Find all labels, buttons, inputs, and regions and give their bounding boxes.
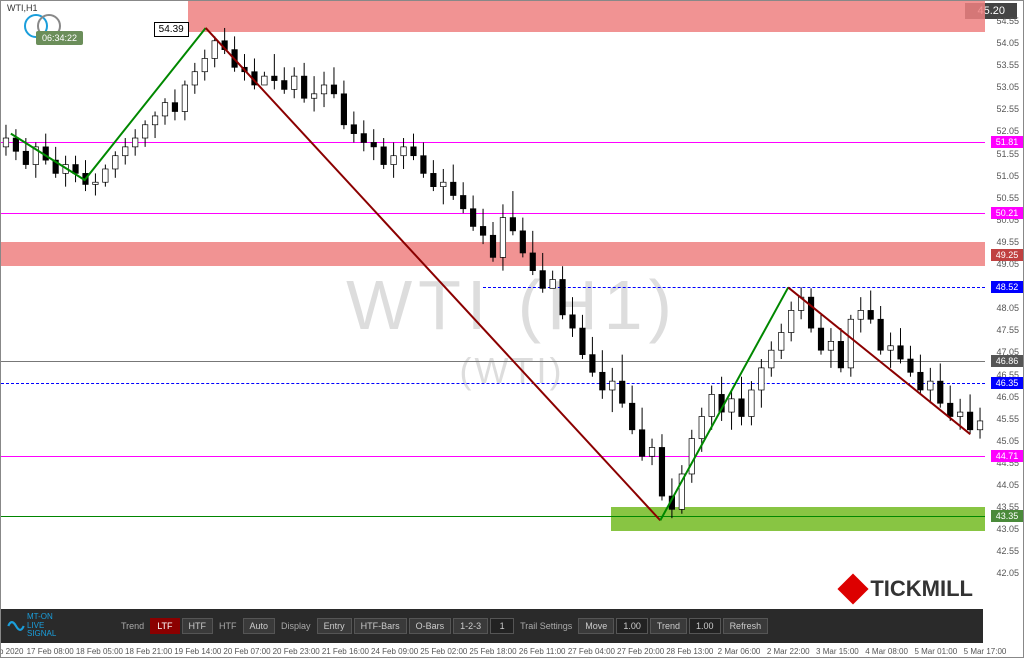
y-tick: 52.05 — [996, 126, 1019, 136]
x-tick: 27 Feb 20:00 — [617, 647, 664, 656]
toolbar-button-refresh[interactable]: Refresh — [723, 618, 769, 634]
horizontal-line — [1, 456, 985, 457]
toolbar-button-htf-bars[interactable]: HTF-Bars — [354, 618, 407, 634]
toolbar-logo: MT-ON LIVE SIGNAL — [5, 613, 115, 639]
price-label: 51.81 — [991, 136, 1023, 148]
price-label: 46.86 — [991, 355, 1023, 367]
x-tick: 18 Feb 21:00 — [125, 647, 172, 656]
y-tick: 42.55 — [996, 546, 1019, 556]
watermark-main: WTI (H1) — [346, 265, 678, 345]
x-tick: 25 Feb 02:00 — [420, 647, 467, 656]
toolbar-button-ltf[interactable]: LTF — [150, 618, 179, 634]
toolbar-button-auto[interactable]: Auto — [243, 618, 276, 634]
toolbar-button-1-2-3[interactable]: 1-2-3 — [453, 618, 488, 634]
x-tick: 24 Feb 09:00 — [371, 647, 418, 656]
y-tick: 51.05 — [996, 171, 1019, 181]
y-axis: 42.0542.5543.0543.5544.0544.5545.0545.55… — [983, 1, 1023, 609]
toolbar-button-move[interactable]: Move — [578, 618, 614, 634]
price-label: 46.35 — [991, 377, 1023, 389]
x-tick: 14 Feb 2020 — [0, 647, 23, 656]
x-tick: 25 Feb 18:00 — [469, 647, 516, 656]
toolbar-group-label: Trail Settings — [520, 621, 572, 631]
toolbar-button-trend[interactable]: Trend — [650, 618, 687, 634]
broker-logo: TICKMILL — [842, 576, 973, 602]
toolbar-button-entry[interactable]: Entry — [317, 618, 352, 634]
x-tick: 26 Feb 11:00 — [519, 647, 566, 656]
y-tick: 51.55 — [996, 149, 1019, 159]
x-tick: 17 Feb 08:00 — [27, 647, 74, 656]
price-zone — [1, 242, 985, 266]
broker-icon — [838, 573, 869, 604]
price-zone — [611, 507, 985, 531]
x-tick: 21 Feb 16:00 — [322, 647, 369, 656]
y-tick: 48.05 — [996, 303, 1019, 313]
y-tick: 49.55 — [996, 237, 1019, 247]
y-tick: 45.05 — [996, 436, 1019, 446]
horizontal-line — [1, 213, 985, 214]
x-tick: 5 Mar 17:00 — [964, 647, 1007, 656]
x-tick: 5 Mar 01:00 — [914, 647, 957, 656]
horizontal-line — [483, 287, 985, 288]
y-tick: 46.05 — [996, 392, 1019, 402]
price-label: 48.52 — [991, 281, 1023, 293]
toolbar-button-1-00[interactable]: 1.00 — [616, 618, 648, 634]
timestamp-badge: 06:34:22 — [36, 31, 83, 45]
toolbar-button-1[interactable]: 1 — [490, 618, 514, 634]
price-high-annotation: 54.39 — [154, 22, 189, 37]
toolbar: MT-ON LIVE SIGNAL TrendLTFHTFHTFAutoDisp… — [1, 609, 983, 643]
y-tick: 53.55 — [996, 60, 1019, 70]
x-tick: 18 Feb 05:00 — [76, 647, 123, 656]
toolbar-button-o-bars[interactable]: O-Bars — [409, 618, 452, 634]
x-tick: 3 Mar 15:00 — [816, 647, 859, 656]
y-tick: 44.05 — [996, 480, 1019, 490]
y-tick: 47.55 — [996, 325, 1019, 335]
x-tick: 27 Feb 04:00 — [568, 647, 615, 656]
horizontal-line — [1, 142, 985, 143]
price-label: 44.71 — [991, 450, 1023, 462]
x-tick: 2 Mar 06:00 — [718, 647, 761, 656]
toolbar-group-label: Display — [281, 621, 311, 631]
x-tick: 19 Feb 14:00 — [174, 647, 221, 656]
toolbar-group-label: Trend — [121, 621, 144, 631]
y-tick: 52.55 — [996, 104, 1019, 114]
toolbar-group-label: HTF — [219, 621, 237, 631]
price-label: 49.25 — [991, 249, 1023, 261]
x-tick: 4 Mar 08:00 — [865, 647, 908, 656]
price-label: 43.35 — [991, 510, 1023, 522]
price-zone — [188, 1, 985, 32]
horizontal-line — [1, 516, 985, 517]
chart-overlay — [1, 1, 985, 658]
y-tick: 43.05 — [996, 524, 1019, 534]
x-tick: 28 Feb 13:00 — [666, 647, 713, 656]
chart-container: WTI,H1 06:34:22 45.20 WTI (H1) (WTI) 54.… — [0, 0, 1024, 658]
x-tick: 20 Feb 23:00 — [273, 647, 320, 656]
broker-logo-text: TICKMILL — [870, 576, 973, 602]
price-label: 50.21 — [991, 207, 1023, 219]
toolbar-button-1-00[interactable]: 1.00 — [689, 618, 721, 634]
y-tick: 54.55 — [996, 16, 1019, 26]
toolbar-button-htf[interactable]: HTF — [182, 618, 214, 634]
y-tick: 42.05 — [996, 568, 1019, 578]
y-tick: 45.55 — [996, 414, 1019, 424]
watermark-sub: (WTI) — [460, 350, 565, 392]
y-tick: 54.05 — [996, 38, 1019, 48]
x-tick: 20 Feb 07:00 — [223, 647, 270, 656]
y-tick: 53.05 — [996, 82, 1019, 92]
x-axis: 14 Feb 2020 17 Feb 08:0018 Feb 05:0018 Fe… — [1, 643, 983, 657]
horizontal-line — [1, 383, 985, 384]
horizontal-line — [1, 361, 985, 362]
x-tick: 2 Mar 22:00 — [767, 647, 810, 656]
y-tick: 50.55 — [996, 193, 1019, 203]
